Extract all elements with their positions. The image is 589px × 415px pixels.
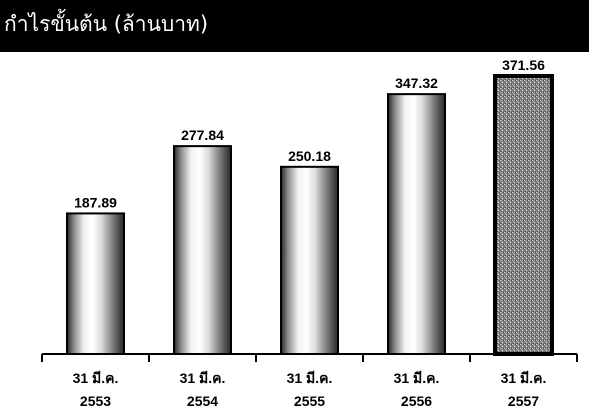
tick-label-date-2555: 31 มี.ค.: [287, 370, 333, 386]
bar-2555: [280, 165, 339, 355]
tick-label-year-2556: 2556: [401, 393, 432, 409]
tick-label-year-2553: 2553: [80, 393, 111, 409]
bar-2557: [493, 74, 554, 356]
bar-2556: [387, 93, 446, 355]
tick-label-date-2553: 31 มี.ค.: [73, 370, 119, 386]
bar-2554: [173, 145, 232, 355]
tick-label-date-2557: 31 มี.ค.: [501, 370, 547, 386]
value-label-2555: 250.18: [288, 148, 331, 164]
bar-2553: [66, 212, 125, 355]
value-labels-layer: 187.89 277.84 250.18 347.32 371.56: [74, 57, 545, 210]
x-tick-labels: 31 มี.ค. 2553 31 มี.ค. 2554 31 มี.ค. 2555 31 ม…: [73, 370, 547, 409]
tick-label-year-2557: 2557: [508, 393, 539, 409]
x-axis: [41, 353, 578, 362]
value-label-2554: 277.84: [181, 127, 224, 143]
tick-label-year-2554: 2554: [187, 393, 218, 409]
chart-title: กำไรขั้นต้น (ล้านบาท): [4, 12, 209, 36]
value-label-2553: 187.89: [74, 194, 117, 210]
bars-layer: [66, 74, 554, 356]
value-label-2557: 371.56: [502, 57, 545, 73]
value-label-2556: 347.32: [395, 75, 438, 91]
tick-label-date-2554: 31 มี.ค.: [180, 370, 226, 386]
title-bar: กำไรขั้นต้น (ล้านบาท): [0, 0, 589, 52]
tick-label-year-2555: 2555: [294, 393, 325, 409]
tick-label-date-2556: 31 มี.ค.: [394, 370, 440, 386]
